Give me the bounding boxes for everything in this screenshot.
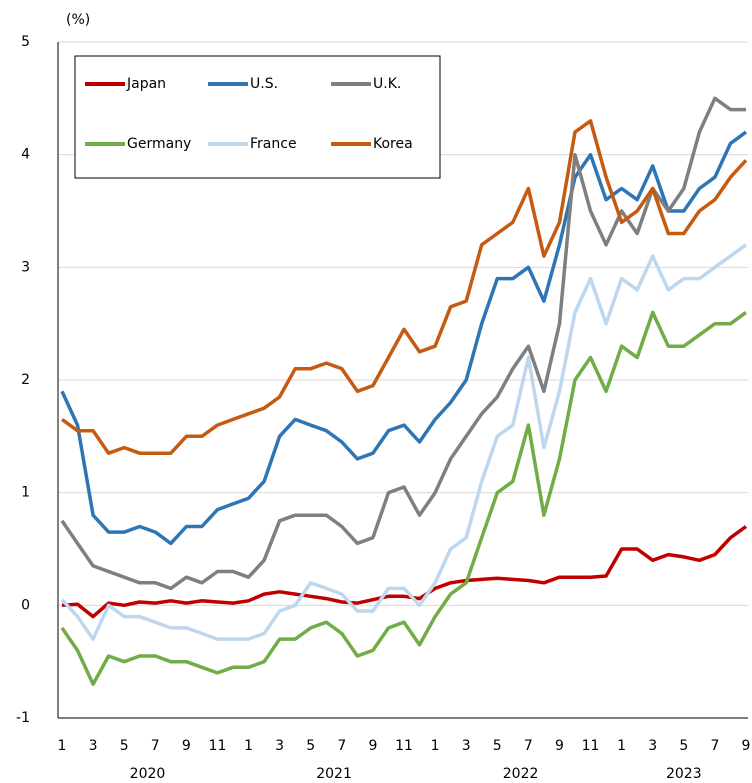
legend-label: Japan <box>126 76 166 92</box>
year-label: 2023 <box>666 766 702 782</box>
y-tick-label: 1 <box>21 485 30 501</box>
legend-box <box>74 55 441 179</box>
x-tick-label: 5 <box>120 738 129 754</box>
series-line <box>60 310 748 686</box>
x-tick-label: 7 <box>524 738 533 754</box>
year-label: 2022 <box>503 766 539 782</box>
x-tick-label: 9 <box>368 738 377 754</box>
legend-label: France <box>250 136 297 152</box>
x-tick-label: 3 <box>462 738 471 754</box>
x-tick-label: 9 <box>555 738 564 754</box>
x-tick-label: 1 <box>244 738 253 754</box>
x-tick-label: 3 <box>89 738 98 754</box>
legend-label: U.S. <box>250 76 278 92</box>
legend-label: Germany <box>127 136 191 152</box>
series-line <box>60 130 748 546</box>
year-label: 2021 <box>316 766 352 782</box>
series-line <box>60 96 746 591</box>
x-tick-label: 11 <box>209 738 227 754</box>
x-tick-label: 1 <box>431 738 440 754</box>
x-tick-label: 3 <box>275 738 284 754</box>
x-tick-label: 9 <box>742 738 751 754</box>
series-line <box>60 119 748 455</box>
x-tick-label: 11 <box>582 738 600 754</box>
series-line <box>60 243 748 641</box>
x-tick-label: 5 <box>493 738 502 754</box>
y-tick-label: -1 <box>16 710 30 726</box>
x-tick-label: 3 <box>648 738 657 754</box>
y-axis-label: (%) <box>66 12 90 28</box>
y-tick-label: 0 <box>21 597 30 613</box>
y-tick-label: 3 <box>21 259 30 275</box>
x-tick-label: 5 <box>679 738 688 754</box>
y-tick-label: 5 <box>21 34 30 50</box>
x-tick-label: 5 <box>306 738 315 754</box>
y-tick-label: 2 <box>21 372 30 388</box>
y-tick-label: 4 <box>21 147 30 163</box>
x-tick-label: 7 <box>710 738 719 754</box>
series-line <box>61 525 748 619</box>
x-tick-label: 1 <box>617 738 626 754</box>
x-tick-label: 9 <box>182 738 191 754</box>
x-tick-label: 1 <box>58 738 67 754</box>
x-tick-label: 7 <box>337 738 346 754</box>
legend-label: Korea <box>373 136 413 152</box>
year-label: 2020 <box>130 766 166 782</box>
x-tick-label: 11 <box>395 738 413 754</box>
legend-label: U.K. <box>373 76 401 92</box>
x-tick-label: 7 <box>151 738 160 754</box>
